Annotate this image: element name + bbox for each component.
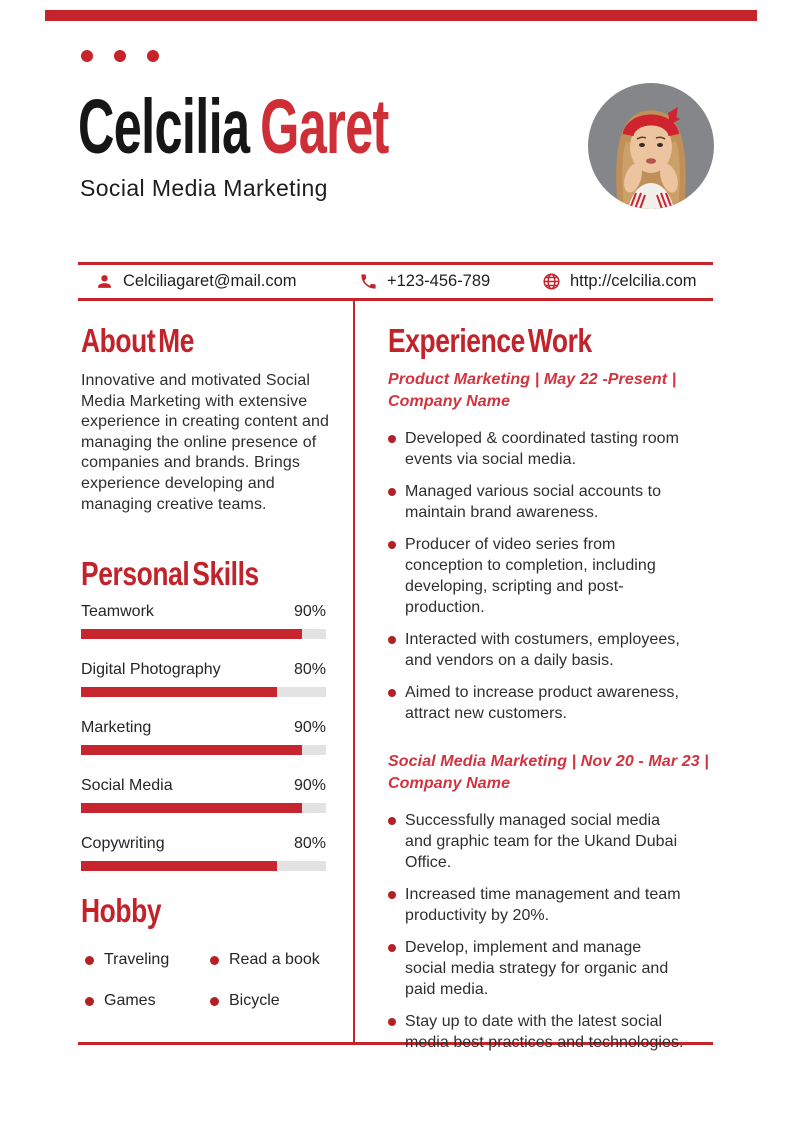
skill-progressbar-fill <box>81 803 302 813</box>
contact-website[interactable]: http://celcilia.com <box>542 265 697 298</box>
decorative-dots <box>81 50 159 62</box>
job-bullet: Successfully managed social media and gr… <box>388 810 685 873</box>
skill-percent-value: 80% <box>293 661 326 678</box>
skill-progressbar-fill <box>81 745 302 755</box>
contact-bar: Celciliagaret@mail.com +123-456-789 http… <box>78 262 713 301</box>
experience-section-title: Experience Work <box>388 322 592 359</box>
skill-progressbar <box>81 745 326 755</box>
skill-row: Marketing 90% <box>81 719 326 755</box>
hobby-item: Games <box>85 992 210 1010</box>
top-accent-bar <box>45 10 757 21</box>
job-bullet-list: Successfully managed social media and gr… <box>388 810 685 1053</box>
skills-section-title: Personal Skills <box>81 555 259 592</box>
hobby-list: Traveling Read a book Games Bicycle <box>85 951 347 1010</box>
skill-head: Teamwork 90% <box>81 603 326 621</box>
dot-icon <box>147 50 159 62</box>
contact-email-text: Celciliagaret@mail.com <box>123 272 297 290</box>
job-bullet: Interacted with costumers, employees, an… <box>388 629 685 671</box>
skill-row: Copywriting 80% <box>81 835 326 871</box>
contact-email[interactable]: Celciliagaret@mail.com <box>95 265 297 298</box>
skill-label: Teamwork <box>81 603 154 620</box>
skill-row: Social Media 90% <box>81 777 326 813</box>
hobby-item: Bicycle <box>210 992 347 1010</box>
skill-progressbar <box>81 803 326 813</box>
skill-percent-value: 80% <box>293 835 326 852</box>
hobby-section-title: Hobby <box>81 892 162 929</box>
person-name: Celcilia Garet <box>78 89 389 166</box>
last-name: Garet <box>260 84 389 170</box>
skill-progressbar <box>81 687 326 697</box>
column-divider <box>353 300 355 1043</box>
bottom-accent-line <box>78 1042 713 1045</box>
profile-photo-illustration <box>588 83 714 209</box>
skill-head: Copywriting 80% <box>81 835 326 853</box>
job-bullet: Developed & coordinated tasting room eve… <box>388 428 685 470</box>
skill-percent-value: 90% <box>293 777 326 794</box>
skill-row: Teamwork 90% <box>81 603 326 639</box>
job-bullet: Aimed to increase product awareness, att… <box>388 682 685 724</box>
skill-row: Digital Photography 80% <box>81 661 326 697</box>
skill-head: Marketing 90% <box>81 719 326 737</box>
about-text: Innovative and motivated Social Media Ma… <box>81 372 330 513</box>
profile-photo <box>588 83 714 209</box>
skill-percent-value: 90% <box>293 603 326 620</box>
job-heading: Social Media Marketing | Nov 20 - Mar 23… <box>388 753 709 792</box>
skill-label: Copywriting <box>81 835 165 852</box>
skill-progressbar-fill <box>81 629 302 639</box>
job-bullet: Increased time management and team produ… <box>388 884 685 926</box>
dot-icon <box>81 50 93 62</box>
hobby-item: Traveling <box>85 951 210 969</box>
skill-progressbar <box>81 861 326 871</box>
experience-jobs: Product Marketing | May 22 -Present | Co… <box>388 369 713 1080</box>
contact-website-text: http://celcilia.com <box>570 272 697 290</box>
job-bullet: Managed various social accounts to maint… <box>388 481 685 523</box>
skill-head: Social Media 90% <box>81 777 326 795</box>
skills-list: Teamwork 90% Digital Photography 80% Marketi… <box>81 603 326 893</box>
contact-phone-text: +123-456-789 <box>387 272 491 290</box>
skill-label: Marketing <box>81 719 152 736</box>
job-bullet-list: Developed & coordinated tasting room eve… <box>388 428 685 724</box>
skill-label: Digital Photography <box>81 661 221 678</box>
dot-icon <box>114 50 126 62</box>
job-title-subtitle: Social Media Marketing <box>80 175 328 201</box>
user-icon <box>98 275 111 288</box>
first-name: Celcilia <box>78 84 250 170</box>
job-bullet: Stay up to date with the latest social m… <box>388 1011 685 1053</box>
skill-progressbar <box>81 629 326 639</box>
globe-icon <box>543 273 560 290</box>
skill-label: Social Media <box>81 777 173 794</box>
job-bullet: Develop, implement and manage social med… <box>388 937 685 1000</box>
skill-head: Digital Photography 80% <box>81 661 326 679</box>
phone-icon <box>361 274 376 289</box>
skill-progressbar-fill <box>81 687 277 697</box>
skill-percent-value: 90% <box>293 719 326 736</box>
hobby-item: Read a book <box>210 951 347 969</box>
contact-phone[interactable]: +123-456-789 <box>359 265 490 298</box>
job-heading: Product Marketing | May 22 -Present | Co… <box>388 371 677 410</box>
skill-progressbar-fill <box>81 861 277 871</box>
about-section-title: About Me <box>81 322 195 359</box>
job-bullet: Producer of video series from conception… <box>388 534 685 618</box>
